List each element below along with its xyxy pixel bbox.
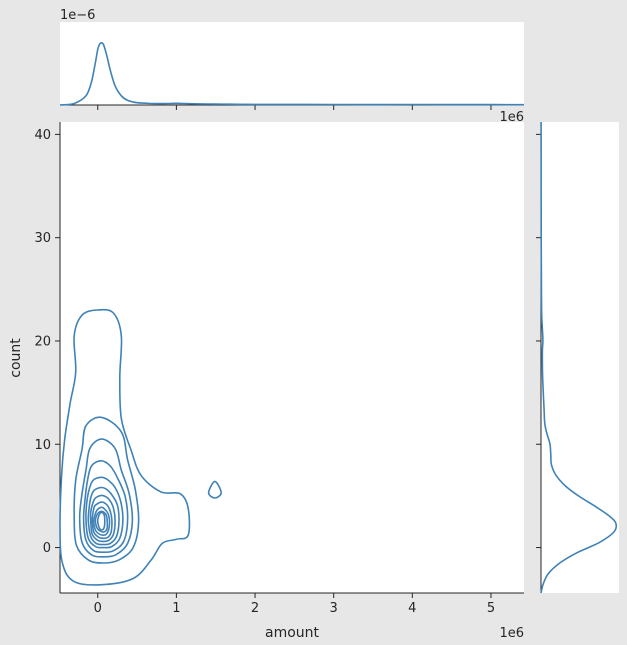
kde-contour-level-5 bbox=[82, 459, 129, 554]
y-tick-label: 30 bbox=[34, 231, 51, 246]
joint-kde-contours bbox=[59, 308, 223, 586]
kde-contour-level-3 bbox=[73, 416, 140, 564]
top-marginal-scale-label: 1e−6 bbox=[60, 8, 95, 23]
kde-contour-level-8 bbox=[89, 494, 116, 543]
kde-contour-level-11 bbox=[94, 510, 109, 533]
y-tick-label: 40 bbox=[34, 128, 51, 143]
top-marginal-ticks bbox=[97, 105, 492, 110]
y-tick-label: 10 bbox=[34, 438, 51, 453]
x-scale-label: 1e6 bbox=[499, 626, 524, 641]
right-marginal-ticks bbox=[536, 133, 541, 549]
right-marginal-panel bbox=[541, 122, 619, 593]
top-marginal-panel bbox=[60, 22, 524, 105]
x-tick-label: 4 bbox=[408, 601, 416, 616]
kde-contour-level-4 bbox=[78, 438, 134, 558]
x-tick-label: 2 bbox=[251, 601, 259, 616]
joint-plot-panel bbox=[60, 122, 524, 593]
x-axis-label: amount bbox=[265, 625, 320, 641]
x-tick-label: 3 bbox=[330, 601, 338, 616]
kde-contour-level-6 bbox=[85, 476, 124, 549]
kde-contour-level-10 bbox=[92, 506, 111, 537]
kde-contour-level-1 bbox=[59, 308, 191, 586]
right-marginal-kde-line bbox=[540, 121, 618, 594]
y-axis-label: count bbox=[8, 338, 24, 378]
x-axis-ticks: 0 1 2 3 4 5 bbox=[94, 593, 495, 616]
x-tick-label: 5 bbox=[487, 601, 495, 616]
top-marginal-kde-line bbox=[59, 41, 525, 106]
y-axis-ticks: 0 10 20 30 40 bbox=[34, 128, 60, 556]
top-x-scale-label: 1e6 bbox=[499, 110, 524, 125]
x-tick-label: 1 bbox=[172, 601, 180, 616]
y-tick-label: 20 bbox=[34, 334, 51, 349]
kde-contour-level-9 bbox=[91, 501, 113, 540]
x-tick-label: 0 bbox=[94, 601, 102, 616]
kde-contour-level-12 bbox=[96, 511, 106, 531]
kde-contour-level-7 bbox=[87, 486, 120, 546]
y-tick-label: 0 bbox=[43, 541, 51, 556]
kde-contour-level-2 bbox=[207, 480, 223, 499]
